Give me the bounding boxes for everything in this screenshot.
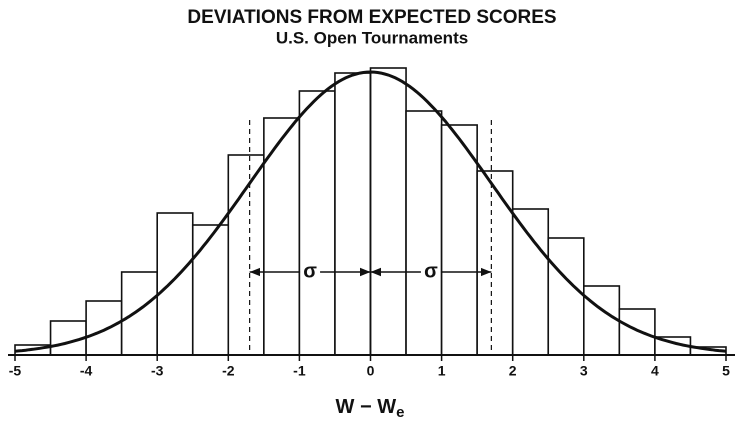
x-tick-label: 4 [651, 363, 659, 379]
x-axis-label: W − We [336, 396, 405, 421]
bar [298, 90, 336, 356]
chart-title: DEVIATIONS FROM EXPECTED SCORES [187, 7, 556, 28]
x-tick-label: 5 [722, 363, 730, 379]
bar [191, 224, 230, 356]
x-tick-label: -2 [222, 363, 235, 379]
x-tick-label: 0 [367, 363, 375, 379]
bar [334, 72, 372, 356]
x-tick-label: -1 [293, 363, 306, 379]
x-tick-label: -4 [80, 363, 93, 379]
chart-subtitle: U.S. Open Tournaments [276, 28, 468, 47]
x-tick-label: 2 [509, 363, 517, 379]
bar [547, 237, 585, 356]
x-tick-label: 3 [580, 363, 588, 379]
x-tick-label: -5 [9, 363, 22, 379]
x-axis-label-main: W − W [336, 396, 397, 418]
sigma-label: σ [424, 260, 438, 282]
bar [405, 110, 443, 356]
bar [227, 154, 265, 356]
bar [582, 285, 621, 356]
x-axis-label-subscript: e [396, 404, 404, 421]
sigma-label-bg [301, 261, 320, 283]
bar [476, 170, 514, 356]
bar [156, 212, 194, 356]
bar [85, 300, 123, 356]
sigma-label-bg [421, 261, 440, 283]
bar [369, 67, 407, 356]
bar [120, 271, 159, 356]
bar [618, 308, 656, 356]
bar [440, 124, 478, 356]
sigma-label: σ [303, 260, 317, 282]
x-tick-label: 1 [438, 363, 446, 379]
x-tick-label: -3 [151, 363, 164, 379]
bar [511, 208, 550, 356]
